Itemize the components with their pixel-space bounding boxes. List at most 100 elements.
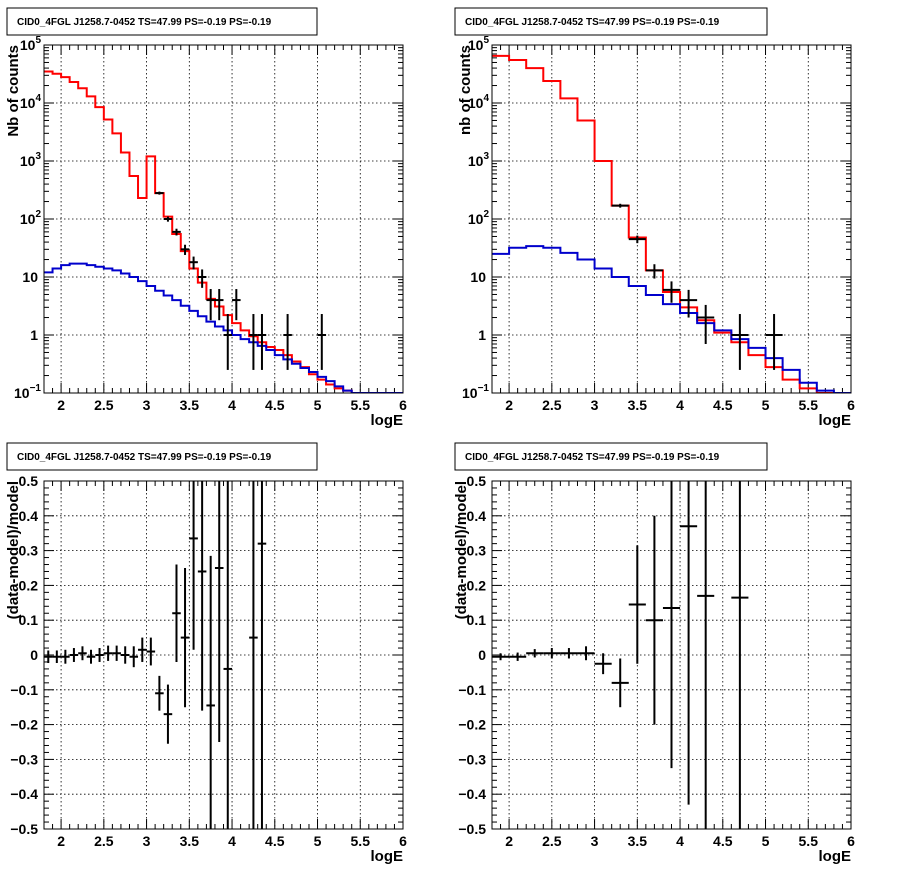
x-axis-label: logE	[371, 412, 404, 429]
y-tick-label: 0.1	[467, 612, 487, 628]
x-tick-label: 3	[143, 833, 151, 849]
x-tick-label: 5	[314, 397, 322, 413]
y-tick-label: 0.1	[19, 612, 39, 628]
x-tick-label: 4.5	[265, 833, 285, 849]
y-tick-label: −0.4	[458, 786, 486, 802]
y-tick-label: 0.3	[19, 543, 39, 559]
plot-frame	[491, 44, 852, 394]
y-tick-label: 0.2	[467, 577, 487, 593]
chart-panel-3: CID0_4FGL J1258.7-0452 TS=47.99 PS=-0.19…	[5, 442, 407, 865]
chart-title: CID0_4FGL J1258.7-0452 TS=47.99 PS=-0.19…	[465, 17, 720, 28]
x-axis-label: logE	[819, 412, 852, 429]
y-tick-label: 103	[20, 151, 42, 169]
x-tick-label: 4	[676, 833, 684, 849]
x-axis-label: logE	[819, 848, 852, 865]
chart-panel-2: CID0_4FGL J1258.7-0452 TS=47.99 PS=-0.19…	[454, 7, 855, 429]
x-tick-label: 6	[399, 397, 407, 413]
series-group	[44, 481, 267, 829]
y-tick-label: 10	[470, 269, 486, 285]
chart-panel-4: CID0_4FGL J1258.7-0452 TS=47.99 PS=-0.19…	[453, 442, 855, 865]
y-tick-label: 10	[22, 269, 38, 285]
x-tick-label: 6	[399, 833, 407, 849]
plot-frame	[43, 480, 404, 830]
series-group	[492, 54, 851, 393]
chart-title: CID0_4FGL J1258.7-0452 TS=47.99 PS=-0.19…	[465, 452, 720, 463]
y-tick-label: 0	[30, 647, 38, 663]
x-tick-label: 2	[505, 397, 513, 413]
x-tick-label: 6	[847, 833, 855, 849]
y-axis-label: (data-model)/model	[453, 481, 470, 619]
y-tick-label: 0.2	[19, 577, 39, 593]
series-group	[44, 70, 403, 393]
x-tick-label: 4	[676, 397, 684, 413]
x-tick-label: 5.5	[799, 397, 819, 413]
y-tick-label: 0	[478, 647, 486, 663]
y-tick-label: −0.2	[10, 717, 38, 733]
x-tick-label: 5	[762, 833, 770, 849]
y-tick-label: −0.2	[458, 717, 486, 733]
x-tick-label: 5.5	[351, 833, 371, 849]
chart-title: CID0_4FGL J1258.7-0452 TS=47.99 PS=-0.19…	[17, 17, 272, 28]
y-tick-label: −0.5	[10, 821, 38, 837]
plot-frame	[43, 44, 404, 394]
y-tick-label: −0.3	[10, 751, 38, 767]
x-tick-label: 2.5	[542, 397, 562, 413]
model-histogram-red	[492, 54, 851, 393]
y-tick-label: 0.5	[467, 473, 487, 489]
x-tick-label: 3	[591, 397, 599, 413]
x-tick-label: 4.5	[265, 397, 285, 413]
y-tick-label: −0.1	[10, 682, 38, 698]
chart-title-box	[6, 7, 318, 36]
x-tick-label: 5	[762, 397, 770, 413]
background-histogram-blue	[492, 245, 851, 393]
y-tick-label: 102	[20, 209, 42, 227]
y-tick-label: 0.4	[19, 508, 39, 524]
chart-title-box	[454, 7, 768, 36]
x-tick-label: 2	[57, 397, 65, 413]
x-tick-label: 3.5	[180, 833, 200, 849]
y-tick-label: 103	[468, 151, 490, 169]
x-tick-label: 3	[591, 833, 599, 849]
y-axis-label: nb of counts	[457, 45, 474, 135]
x-tick-label: 4	[228, 397, 236, 413]
y-tick-label: 0.3	[467, 543, 487, 559]
x-tick-label: 3.5	[180, 397, 200, 413]
y-tick-label: −0.3	[458, 751, 486, 767]
x-tick-label: 6	[847, 397, 855, 413]
y-tick-label: 10−1	[14, 383, 41, 401]
chart-title-box	[454, 442, 768, 471]
x-axis-label: logE	[371, 848, 404, 865]
y-tick-label: 105	[20, 35, 42, 53]
y-axis-label: (data-model)/model	[5, 481, 22, 619]
y-tick-label: −0.4	[10, 786, 38, 802]
x-tick-label: 3	[143, 397, 151, 413]
y-tick-label: 0.4	[467, 508, 487, 524]
y-tick-label: 1	[478, 327, 486, 343]
y-axis-label: Nb of counts	[5, 45, 22, 137]
x-tick-label: 2.5	[542, 833, 562, 849]
x-tick-label: 4	[228, 833, 236, 849]
x-tick-label: 3.5	[628, 833, 648, 849]
x-tick-label: 5.5	[351, 397, 371, 413]
chart-panel-1: CID0_4FGL J1258.7-0452 TS=47.99 PS=-0.19…	[5, 7, 407, 429]
y-tick-label: −0.1	[458, 682, 486, 698]
series-group	[492, 481, 749, 829]
y-tick-label: 10−1	[462, 383, 489, 401]
x-tick-label: 2	[57, 833, 65, 849]
y-tick-label: −0.5	[458, 821, 486, 837]
x-tick-label: 5	[314, 833, 322, 849]
chart-title: CID0_4FGL J1258.7-0452 TS=47.99 PS=-0.19…	[17, 452, 272, 463]
y-tick-label: 104	[20, 93, 42, 111]
x-tick-label: 2.5	[94, 397, 114, 413]
x-tick-label: 4.5	[713, 833, 733, 849]
y-tick-label: 105	[468, 35, 490, 53]
y-tick-label: 0.5	[19, 473, 39, 489]
x-tick-label: 2	[505, 833, 513, 849]
x-tick-label: 4.5	[713, 397, 733, 413]
x-tick-label: 5.5	[799, 833, 819, 849]
x-tick-label: 3.5	[628, 397, 648, 413]
y-tick-label: 1	[30, 327, 38, 343]
plot-frame	[491, 480, 852, 830]
background-histogram-blue	[44, 262, 403, 393]
